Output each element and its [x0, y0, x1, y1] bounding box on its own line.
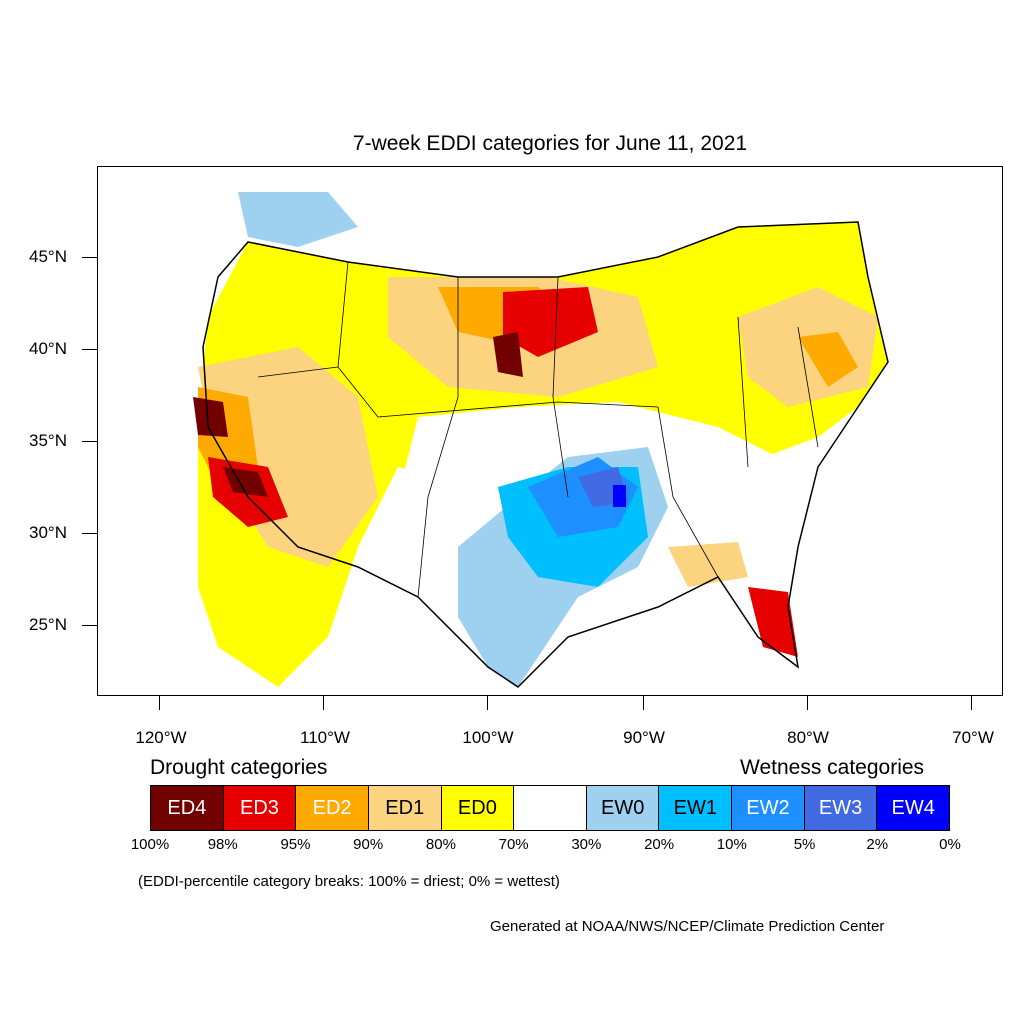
lon-tick — [971, 696, 972, 710]
legend-cell-ew2: EW2 — [732, 786, 805, 830]
ed4-region — [223, 467, 268, 497]
lon-label-110: 110°W — [300, 728, 350, 747]
percentile-label: 10% — [716, 836, 747, 853]
percentile-label: 5% — [793, 836, 816, 853]
percentile-label: 2% — [866, 836, 889, 853]
lon-label-70: 70°W — [952, 728, 994, 747]
lat-label-40: 40°N — [29, 339, 67, 358]
lat-label-30: 30°N — [29, 523, 67, 542]
us-outline — [202, 221, 889, 688]
legend-cell-ew3: EW3 — [804, 786, 878, 830]
legend-cell-normal — [514, 786, 587, 830]
legend-cell-ed1: ED1 — [368, 786, 442, 830]
lon-label-100: 100°W — [462, 728, 514, 747]
map-title: 7-week EDDI categories for June 11, 2021 — [352, 132, 748, 155]
percentile-label: 0% — [939, 836, 961, 853]
ew4-region — [613, 485, 626, 507]
percentile-label: 100% — [130, 836, 170, 853]
legend-cell-ed4: ED4 — [151, 786, 224, 830]
ed4-region — [193, 397, 228, 437]
lon-tick — [323, 696, 324, 710]
ed1-region — [668, 542, 748, 587]
lat-tick — [82, 441, 97, 442]
legend-cell-ew4: EW4 — [877, 786, 950, 830]
drought-categories-title: Drought categories — [150, 756, 328, 779]
lon-tick — [159, 696, 160, 710]
credit-text: Generated at NOAA/NWS/NCEP/Climate Predi… — [490, 918, 885, 935]
lat-label-35: 35°N — [29, 431, 67, 450]
lon-label-80: 80°W — [787, 728, 829, 747]
percentile-label: 90% — [353, 836, 384, 853]
ew0-region — [238, 192, 358, 247]
legend-cell-ed0: ED0 — [441, 786, 515, 830]
percentile-label: 20% — [644, 836, 675, 853]
legend-cell-ed2: ED2 — [296, 786, 369, 830]
percentile-label: 70% — [498, 836, 529, 853]
category-breaks-note: (EDDI-percentile category breaks: 100% =… — [138, 873, 560, 890]
lat-tick — [82, 349, 97, 350]
lon-tick — [643, 696, 644, 710]
lat-label-25: 25°N — [29, 615, 67, 634]
lat-label-45: 45°N — [29, 247, 67, 266]
percentile-label: 80% — [425, 836, 456, 853]
lat-tick — [82, 533, 97, 534]
lon-label-120: 120°W — [135, 728, 187, 747]
lon-tick — [807, 696, 808, 710]
eddi-map — [193, 192, 889, 688]
percentile-label: 98% — [207, 836, 238, 853]
lon-tick — [487, 696, 488, 710]
lat-tick — [82, 257, 97, 258]
legend-cell-ew0: EW0 — [586, 786, 660, 830]
ed4-region — [493, 332, 523, 377]
legend-cell-ed3: ED3 — [223, 786, 297, 830]
category-legend: ED4 ED3 ED2 ED1 ED0 EW0 EW1 EW2 EW3 EW4 — [150, 785, 950, 831]
map-panel — [97, 166, 1003, 696]
percentile-label: 95% — [280, 836, 311, 853]
ed2-region — [798, 332, 858, 387]
wetness-categories-title: Wetness categories — [740, 756, 925, 779]
ed3-region — [748, 587, 798, 657]
ed3-region — [503, 287, 598, 357]
state-lines — [257, 261, 819, 598]
percentile-label: 30% — [571, 836, 602, 853]
lon-label-90: 90°W — [623, 728, 665, 747]
lat-tick — [82, 625, 97, 626]
legend-cell-ew1: EW1 — [659, 786, 733, 830]
